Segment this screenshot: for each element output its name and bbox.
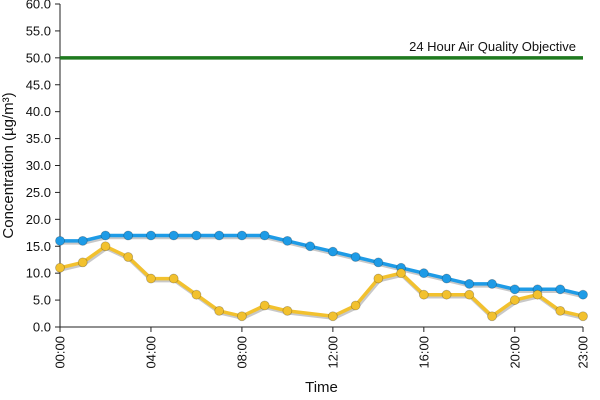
y-tick-label: 40.0	[26, 104, 51, 119]
y-tick-label: 25.0	[26, 185, 51, 200]
data-point	[55, 262, 65, 273]
data-point	[77, 235, 88, 246]
series-group	[55, 230, 588, 322]
data-point	[100, 241, 111, 252]
series-2	[55, 241, 588, 322]
y-tick-label: 60.0	[26, 0, 51, 12]
data-point	[327, 246, 338, 257]
y-axis-title: Concentration (µg/m³)	[0, 92, 17, 238]
data-point	[373, 257, 384, 268]
x-tick-label: 20:00	[507, 336, 522, 369]
data-point	[555, 305, 566, 316]
y-axis-ticks: 0.0 5.0 10.0 15.0 20.0 25.0 30.0 35.0 40.0 45.0 50…	[26, 0, 60, 335]
reference-line-group: 24 Hour Air Quality Objective	[60, 39, 583, 60]
x-tick-label: 23:00	[576, 336, 591, 369]
y-tick-label: 50.0	[26, 50, 51, 65]
y-tick-label: 55.0	[26, 23, 51, 38]
data-point	[350, 300, 361, 311]
data-point	[168, 230, 179, 241]
data-point	[418, 289, 429, 300]
data-point	[487, 311, 497, 322]
data-point	[259, 230, 270, 241]
data-point	[259, 300, 270, 311]
data-point	[373, 273, 384, 284]
data-point	[55, 235, 65, 246]
data-point	[418, 268, 429, 279]
y-tick-label: 0.0	[33, 320, 51, 335]
data-point	[123, 252, 134, 262]
series-line	[59, 244, 584, 318]
data-point	[327, 311, 338, 322]
data-point	[555, 284, 566, 295]
data-point	[77, 257, 88, 268]
y-tick-label: 30.0	[26, 158, 51, 173]
data-point	[191, 230, 202, 241]
data-point	[214, 305, 225, 316]
series-1	[55, 230, 588, 300]
data-point	[237, 230, 247, 241]
data-point	[214, 230, 225, 241]
x-tick-label: 16:00	[416, 336, 431, 369]
x-tick-label: 12:00	[325, 336, 340, 369]
data-point	[532, 289, 543, 300]
data-point	[282, 235, 293, 246]
y-tick-label: 15.0	[26, 239, 51, 254]
y-tick-label: 35.0	[26, 131, 51, 146]
data-point	[123, 230, 134, 241]
x-tick-label: 00:00	[53, 336, 68, 369]
data-point	[441, 273, 452, 284]
data-point	[464, 289, 475, 300]
data-point	[100, 230, 111, 241]
data-point	[578, 289, 588, 300]
data-point	[146, 273, 156, 284]
data-point	[350, 252, 361, 262]
x-tick-label: 08:00	[234, 336, 249, 369]
y-tick-label: 20.0	[26, 212, 51, 227]
data-point	[487, 279, 497, 289]
y-tick-label: 5.0	[33, 293, 51, 308]
x-axis-title: Time	[305, 379, 338, 396]
data-point	[509, 295, 520, 305]
data-point	[464, 279, 475, 289]
data-point	[441, 289, 452, 300]
data-point	[305, 241, 316, 252]
data-point	[191, 289, 202, 300]
data-point	[578, 311, 588, 322]
data-point	[146, 230, 156, 241]
data-point	[282, 305, 293, 316]
y-tick-label: 10.0	[26, 266, 51, 281]
data-point	[509, 284, 520, 295]
data-point	[396, 268, 406, 279]
x-tick-label: 04:00	[143, 336, 158, 369]
x-axis-ticks: 00:00 04:00 08:00 12:00 16:00 20:00 23:00	[53, 327, 591, 369]
reference-line-label: 24 Hour Air Quality Objective	[409, 39, 576, 54]
data-point	[237, 311, 247, 322]
data-point	[168, 273, 179, 284]
y-tick-label: 45.0	[26, 77, 51, 92]
